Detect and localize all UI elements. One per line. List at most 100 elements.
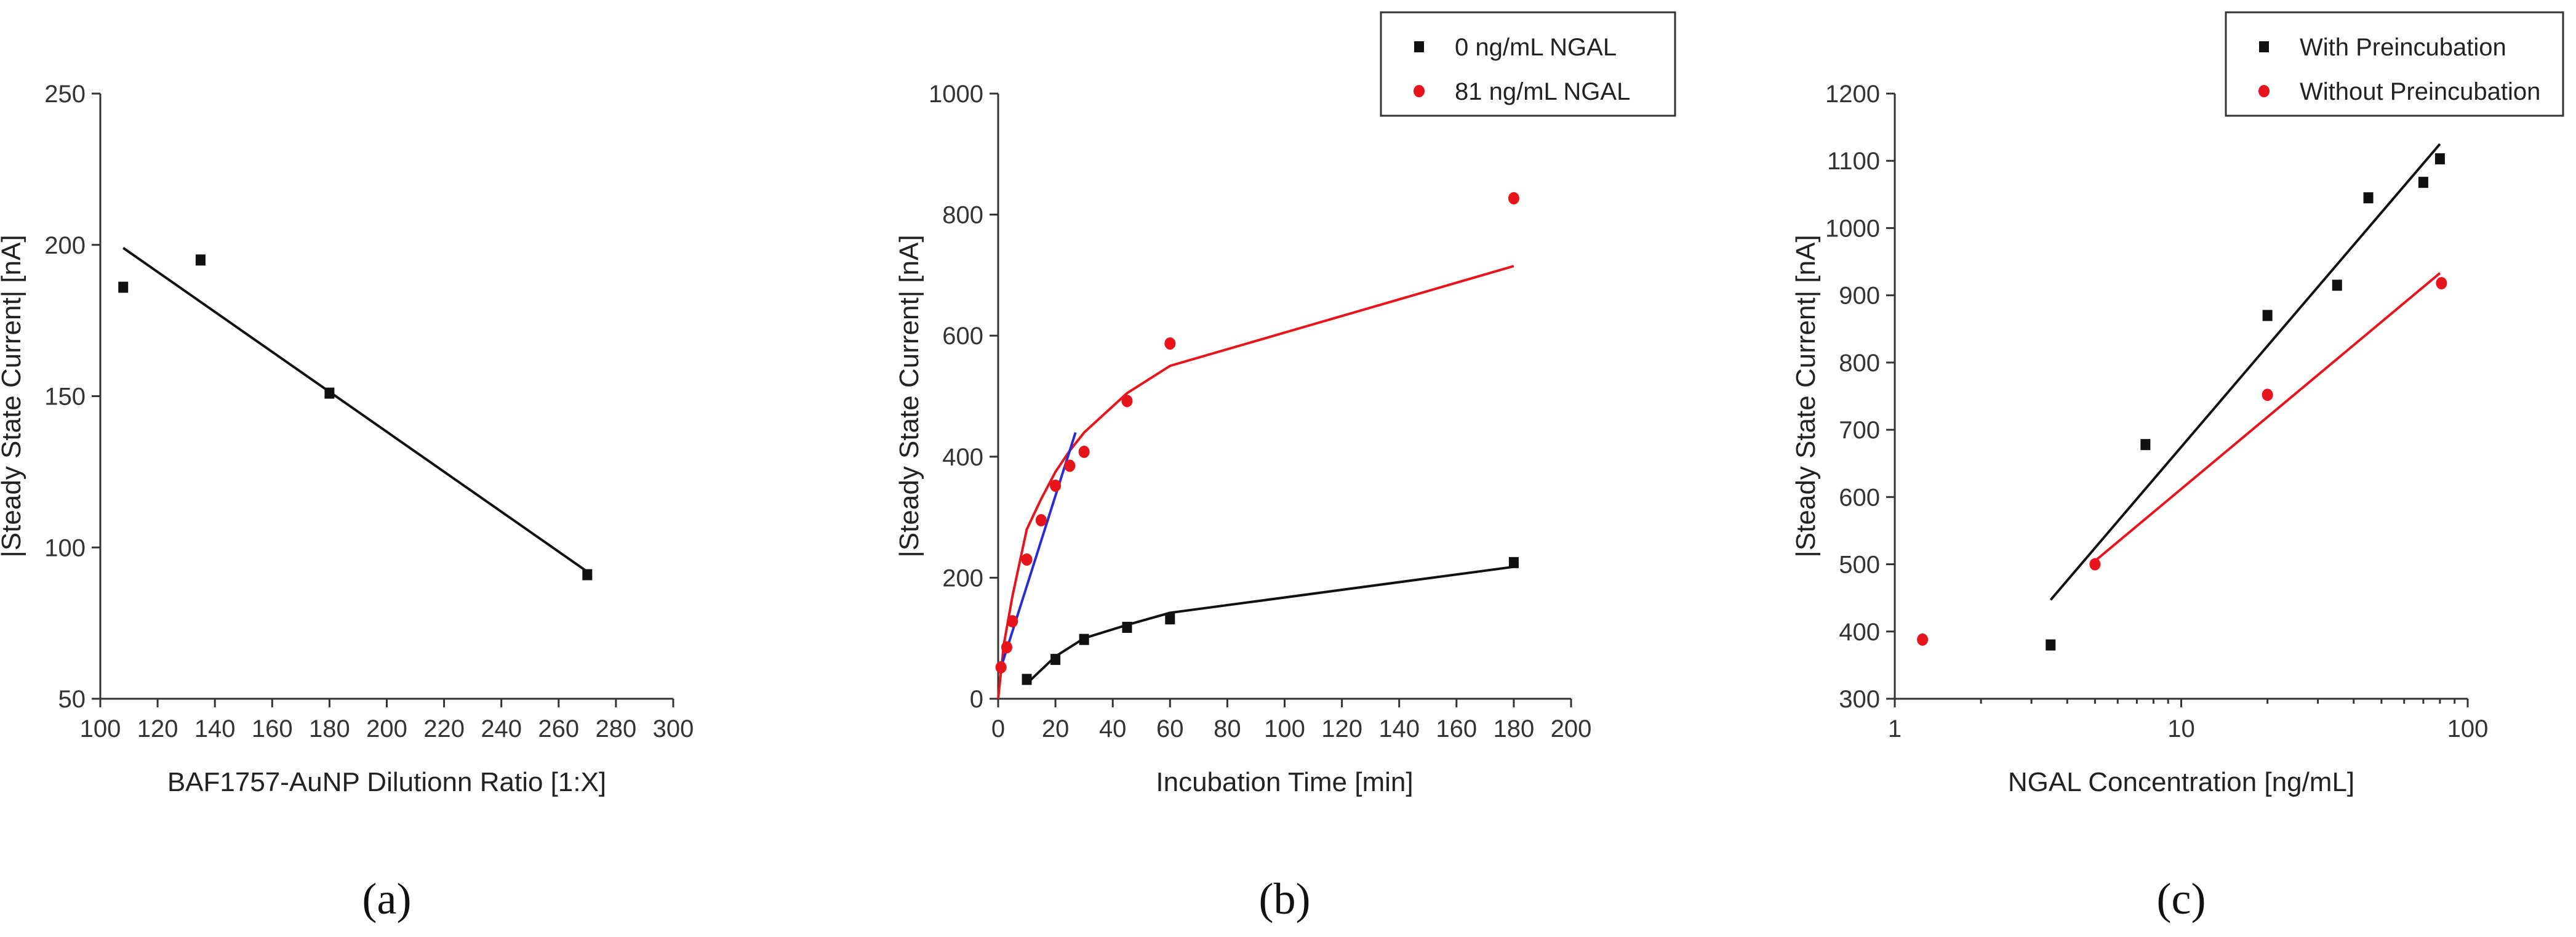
x-tick-label: 0: [991, 715, 1005, 742]
x-tick-label: 1: [1888, 715, 1902, 742]
y-tick-label: 200: [942, 565, 983, 592]
data-point: [995, 661, 1007, 674]
data-point: [1164, 337, 1176, 350]
y-tick-label: 800: [1839, 350, 1880, 377]
data-point: [1001, 641, 1012, 654]
fit-line: [122, 247, 588, 573]
x-tick-label: 20: [1042, 715, 1070, 742]
legend: 0 ng/mL NGAL 81 ng/mL NGAL: [1380, 11, 1676, 117]
legend-marker: [2259, 41, 2269, 52]
data-point: [1021, 553, 1033, 566]
data-point: [2262, 310, 2273, 321]
legend-marker: [2258, 85, 2270, 97]
x-tick-label: 100: [1264, 715, 1305, 742]
fit-line: [2094, 272, 2441, 562]
data-point: [2418, 177, 2428, 188]
y-tick-label: 900: [1839, 283, 1880, 310]
y-tick-label: 250: [44, 81, 86, 108]
panel-label: (a): [362, 874, 412, 923]
y-tick-label: 500: [1839, 552, 1880, 579]
data-point: [1917, 633, 1929, 646]
x-tick-label: 180: [1494, 715, 1535, 742]
y-tick-label: 400: [942, 444, 983, 471]
x-tick-label: 100: [2447, 715, 2489, 742]
x-tick-label: 10: [2167, 715, 2195, 742]
data-point: [1007, 615, 1018, 628]
x-tick-label: 260: [538, 715, 579, 742]
data-point: [2363, 192, 2374, 204]
data-point: [2262, 388, 2273, 401]
legend-box: [1380, 11, 1676, 117]
data-point: [1508, 557, 1519, 568]
x-tick-label: 220: [423, 715, 465, 742]
y-tick-label: 700: [1839, 417, 1880, 444]
chart-c: 300 400 500 600 700 800 900 1000 1100 1200 1 10 100 N…: [1791, 11, 2564, 923]
data-point: [1165, 613, 1175, 625]
x-tick-label: 140: [194, 715, 236, 742]
data-point: [1122, 622, 1132, 633]
y-tick-label: 1100: [1827, 148, 1880, 175]
x-tick-label: 300: [653, 715, 694, 742]
x-axis-title: NGAL Concentration [ng/mL]: [2008, 767, 2354, 797]
data-point: [2332, 279, 2342, 291]
data-point: [1050, 479, 1062, 492]
data-point: [2089, 558, 2101, 571]
data-point: [2434, 153, 2445, 164]
data-point: [1022, 674, 1032, 685]
data-point: [1035, 514, 1047, 527]
y-tick-label: 1200: [1825, 81, 1880, 108]
legend-entry: With Preincubation: [2300, 34, 2506, 61]
data-point: [324, 387, 335, 399]
data-point: [195, 254, 206, 266]
y-tick-label: 100: [44, 534, 86, 561]
fit-line: [1026, 565, 1514, 685]
legend-marker: [1414, 85, 1425, 97]
data-point: [1508, 192, 1519, 205]
x-axis-title: Incubation Time [min]: [1156, 767, 1413, 797]
data-point: [1050, 654, 1061, 666]
y-tick-label: 50: [58, 686, 86, 713]
y-tick-label: 150: [44, 384, 86, 411]
data-point: [1064, 459, 1076, 472]
x-tick-label: 180: [309, 715, 350, 742]
x-tick-label: 200: [366, 715, 407, 742]
x-tick-label: 40: [1099, 715, 1127, 742]
y-tick-label: 1000: [929, 81, 983, 108]
chart-b: 0 200 400 600 800 1000 0 20 40 60 80 100 120 140 160 18…: [894, 11, 1676, 923]
panel-label: (c): [2157, 874, 2206, 923]
fit-line: [997, 265, 1514, 699]
fit-line: [2049, 143, 2441, 601]
data-point: [1078, 445, 1090, 458]
x-tick-label: 60: [1156, 715, 1184, 742]
x-tick-label: 120: [1321, 715, 1362, 742]
x-tick-label: 240: [481, 715, 522, 742]
data-point: [1079, 633, 1089, 645]
y-tick-label: 800: [942, 202, 983, 229]
y-tick-label: 600: [942, 323, 983, 350]
x-axis-title: BAF1757-AuNP Dilutionn Ratio [1:X]: [167, 767, 606, 797]
x-tick-label: 140: [1378, 715, 1420, 742]
y-axis-title: |Steady State Current| [nA]: [894, 235, 924, 557]
y-tick-label: 400: [1839, 619, 1880, 646]
panel-label: (b): [1259, 874, 1311, 923]
legend-box: [2225, 11, 2564, 117]
data-point: [582, 569, 593, 581]
fit-line: [999, 432, 1077, 668]
y-tick-label: 300: [1839, 686, 1880, 713]
x-tick-label: 120: [137, 715, 178, 742]
data-point: [118, 281, 129, 293]
data-point: [2140, 439, 2151, 451]
legend-marker: [1414, 41, 1424, 52]
y-tick-label: 1000: [1825, 215, 1880, 242]
x-tick-label: 280: [596, 715, 637, 742]
legend-entry: 81 ng/mL NGAL: [1455, 78, 1630, 105]
y-axis-title: |Steady State Current| [nA]: [0, 235, 26, 557]
x-tick-label: 100: [80, 715, 121, 742]
x-tick-label: 80: [1214, 715, 1241, 742]
legend: With Preincubation Without Preincubation: [2225, 11, 2564, 117]
data-point: [2046, 639, 2056, 651]
x-tick-label: 160: [1436, 715, 1477, 742]
